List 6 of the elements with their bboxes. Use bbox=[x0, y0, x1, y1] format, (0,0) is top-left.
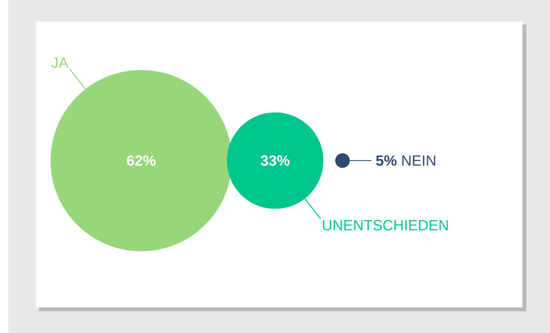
category-label: NEIN bbox=[402, 155, 436, 166]
data-label: 5% bbox=[376, 155, 397, 166]
category-label: JA bbox=[51, 57, 68, 68]
category-label: UNENTSCHIEDEN bbox=[322, 220, 448, 230]
data-label: 62% bbox=[126, 155, 156, 166]
data-label: 33% bbox=[260, 155, 290, 166]
